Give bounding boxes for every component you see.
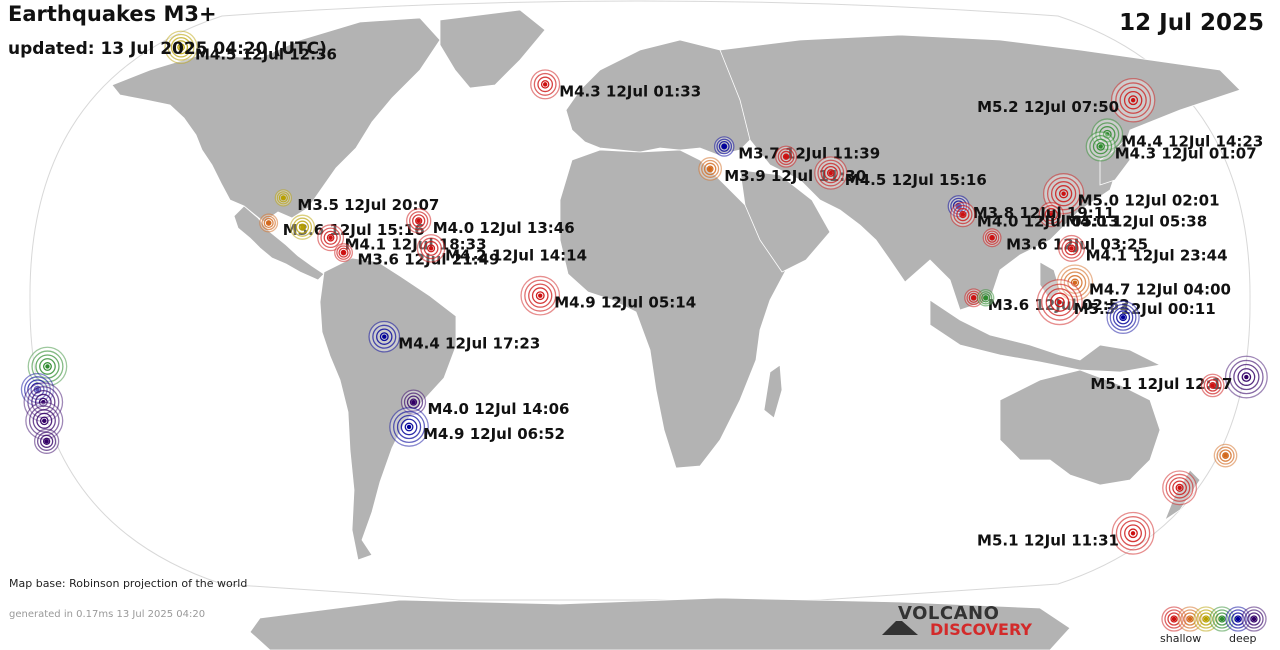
earthquake-marker[interactable] [23, 382, 64, 422]
earthquake-marker[interactable] [400, 389, 427, 415]
earthquake-marker[interactable] [775, 145, 798, 168]
map-base-note: Map base: Robinson projection of the wor… [9, 577, 248, 590]
earthquake-label: M5.3 12Jul 00:11 [1074, 300, 1216, 318]
earthquake-marker[interactable] [814, 156, 848, 190]
earthquake-marker[interactable] [389, 407, 429, 447]
earthquake-label: M4.0 12Jul 05:13 [977, 213, 1119, 231]
earthquake-marker[interactable] [1224, 355, 1268, 399]
earthquake-marker[interactable] [1110, 77, 1156, 123]
earthquake-label: M3.6 12Jul 02:52 [988, 296, 1130, 314]
earthquake-label: M5.2 12Jul 07:50 [977, 98, 1119, 116]
volcano-discovery-logo[interactable]: VOLCANO DISCOVERY [880, 603, 1040, 639]
earthquake-label: M3.7 12Jul 11:39 [738, 144, 880, 162]
earthquake-label: M4.5 12Jul 15:16 [845, 171, 987, 189]
earthquake-marker[interactable] [33, 428, 60, 454]
earthquake-label: M4.0 12Jul 05:38 [1065, 213, 1207, 231]
earthquake-label: M5.1 12Jul 11:31 [977, 531, 1119, 549]
earthquake-marker[interactable] [1056, 264, 1094, 301]
north-america-land [111, 17, 441, 223]
central-america-land [233, 205, 325, 281]
earthquake-marker[interactable] [1038, 201, 1064, 228]
earthquake-label: M4.5 12Jul 12:36 [195, 45, 337, 63]
earthquake-marker[interactable] [164, 30, 198, 64]
earthquake-label: M5.0 12Jul 02:01 [1078, 192, 1220, 210]
earthquake-marker[interactable] [368, 320, 401, 353]
madagascar-land [763, 364, 783, 419]
earthquake-marker[interactable] [1213, 443, 1238, 468]
logo-text-volcano: VOLCANO [898, 603, 1000, 624]
earthquake-label: M4.3 12Jul 01:07 [1115, 144, 1257, 162]
legend-deep-label: deep [1229, 632, 1257, 645]
land-masses [111, 9, 1241, 650]
earthquake-marker[interactable] [950, 201, 976, 228]
earthquake-marker[interactable] [27, 346, 68, 387]
earthquake-label: M3.8 12Jul 19:11 [973, 204, 1115, 222]
earthquake-label: M5.1 12Jul 12:17 [1090, 375, 1232, 393]
volcano-icon [882, 621, 918, 635]
earthquake-marker[interactable] [1058, 234, 1086, 262]
earthquake-label: M3.5 12Jul 20:07 [297, 196, 439, 214]
legend-shallow-label: shallow [1160, 632, 1202, 645]
earthquake-marker[interactable] [530, 69, 561, 100]
earthquake-label: M3.6 12Jul 21:49 [358, 251, 500, 269]
earthquake-label: M4.7 12Jul 04:00 [1089, 281, 1231, 299]
earthquake-marker[interactable] [406, 208, 432, 234]
earthquake-marker[interactable] [289, 214, 316, 240]
earthquake-label: M4.0 12Jul 14:06 [428, 400, 570, 418]
earthquake-label: M4.9 12Jul 06:52 [423, 425, 565, 443]
earthquake-marker[interactable] [1200, 373, 1225, 398]
earthquake-marker[interactable] [1162, 470, 1198, 506]
earthquake-marker[interactable] [698, 157, 723, 181]
earthquake-marker[interactable] [713, 136, 735, 157]
africa-land [559, 149, 791, 469]
legend-ring[interactable] [1241, 606, 1267, 632]
earthquake-marker[interactable] [1042, 173, 1085, 215]
earthquake-marker[interactable] [1085, 131, 1116, 162]
earthquake-marker[interactable] [317, 224, 345, 252]
earthquake-label: M4.1 12Jul 23:44 [1086, 246, 1228, 264]
indonesia-land [929, 299, 1162, 373]
australia-land [999, 369, 1161, 486]
earthquake-marker[interactable] [1111, 511, 1155, 555]
antarctica-land [249, 597, 1071, 650]
earthquake-label: M4.4 12Jul 17:23 [398, 335, 540, 353]
generated-note: generated in 0.17ms 13 Jul 2025 04:20 [9, 609, 206, 620]
depth-legend [1161, 606, 1267, 632]
earthquake-marker[interactable] [977, 289, 995, 307]
earthquake-label: M4.0 12Jul 13:46 [433, 219, 575, 237]
earthquake-label: M4.4 12Jul 14:23 [1121, 132, 1263, 150]
earthquake-label: M4.2 12Jul 14:14 [445, 246, 587, 264]
earthquake-marker[interactable] [964, 288, 984, 308]
map-date: 12 Jul 2025 [1119, 10, 1264, 36]
earthquake-marker[interactable] [334, 243, 353, 263]
map-title: Earthquakes M3+ [8, 2, 217, 26]
earthquake-marker[interactable] [259, 213, 279, 233]
updated-timestamp: updated: 13 Jul 2025 04:20 (UTC) [8, 39, 327, 59]
earthquake-marker[interactable] [416, 234, 446, 263]
earthquake-label: M4.9 12Jul 05:14 [554, 294, 696, 312]
earthquake-marker[interactable] [520, 275, 561, 316]
south-america-land [319, 257, 457, 561]
earthquake-marker[interactable] [25, 401, 64, 440]
earthquake-marker[interactable] [982, 228, 1002, 248]
projection-outline [29, 0, 1251, 601]
earthquake-marker[interactable] [274, 189, 293, 207]
earthquake-marker[interactable] [1036, 279, 1083, 326]
asia-land [719, 34, 1241, 311]
earthquake-label: M4.1 12Jul 18:33 [345, 236, 487, 254]
earthquake-marker[interactable] [1106, 300, 1140, 334]
greenland-land [439, 9, 546, 89]
logo-text-discovery: DISCOVERY [930, 620, 1033, 639]
arabia-land [739, 169, 831, 273]
earthquake-label: M4.3 12Jul 01:33 [559, 82, 701, 100]
